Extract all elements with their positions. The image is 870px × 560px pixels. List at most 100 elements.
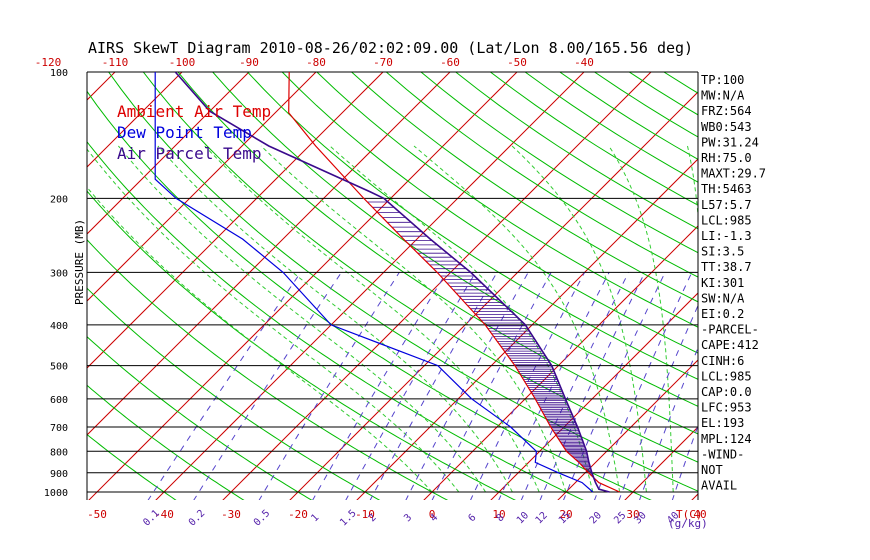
mixing-ratio-line <box>498 272 610 500</box>
top-temperature-tick-labels: -120 -110 -100 -90 -80 -70 -60 -50 -40 <box>35 56 594 69</box>
isotherm-line <box>155 72 585 500</box>
pressure-tick-label: 900 <box>50 469 68 480</box>
pressure-tick-label: 400 <box>50 321 68 332</box>
moist-adiabat-line <box>608 145 674 492</box>
mixing-ratio-line <box>470 272 586 500</box>
stability-index-item: NOT <box>701 463 723 477</box>
isotherm-line <box>490 292 698 500</box>
stability-index-item: AVAIL <box>701 479 737 493</box>
dry-adiabat-line <box>87 190 516 500</box>
dry-adiabat-line <box>454 72 698 230</box>
mixing-ratio-line <box>618 304 698 500</box>
mixing-ratio-line <box>147 272 302 500</box>
profile-series <box>154 72 620 493</box>
bottom-temperature-tick-label: -40 <box>154 508 174 521</box>
top-temperature-tick-label: -40 <box>574 56 594 69</box>
dry-adiabat-line <box>246 72 698 380</box>
bottom-temperature-tick-label: 0 <box>429 508 436 521</box>
stability-index-item: L57:5.7 <box>701 198 752 212</box>
mixing-ratio-line <box>369 272 498 500</box>
mixing-ratio-line <box>539 272 646 500</box>
stability-index-item: LCL:985 <box>701 213 752 227</box>
top-temperature-tick-label: -70 <box>373 56 393 69</box>
stability-index-item: MPL:124 <box>701 432 752 446</box>
stability-index-item: -WIND- <box>701 447 744 461</box>
stability-index-item: TH:5463 <box>701 182 752 196</box>
pressure-tick-label: 500 <box>50 362 68 373</box>
dry-adiabat-line <box>281 72 698 354</box>
isotherm-line <box>87 72 183 168</box>
bottom-temperature-tick-labels: -50 -40 -30 -20 -10 0 10 20 30 40 <box>87 508 707 521</box>
mixing-ratio-line <box>563 272 666 500</box>
pressure-tick-label: 200 <box>50 194 68 205</box>
bottom-temperature-tick-label: -10 <box>355 508 375 521</box>
legend-ambient-air-temp: Ambient Air Temp <box>117 102 271 121</box>
dry-adiabat-line <box>385 72 698 278</box>
bottom-temperature-tick-label: 40 <box>693 508 706 521</box>
dry-adiabat-line <box>87 141 584 500</box>
chart-title: AIRS SkewT Diagram 2010-08-26/02:02:09.0… <box>88 39 693 57</box>
dry-adiabat-line <box>87 239 449 500</box>
top-temperature-tick-label: -80 <box>306 56 326 69</box>
mixing-ratio-line <box>520 272 630 500</box>
isotherm-line <box>758 53 870 501</box>
mixing-ratio-line <box>431 272 552 500</box>
stability-index-item: CAP:0.0 <box>701 385 752 399</box>
isotherm-line <box>423 225 698 500</box>
stability-index-item: EI:0.2 <box>701 307 744 321</box>
stability-index-item: SI:3.5 <box>701 245 744 259</box>
moist-adiabat-line <box>157 145 513 493</box>
temperature-unit-label: T(C) <box>676 508 703 521</box>
isobar-lines <box>86 71 699 500</box>
bottom-temperature-tick-label: -20 <box>288 508 308 521</box>
moist-adiabat-line <box>87 186 433 493</box>
dry-adiabat-lines <box>87 72 698 500</box>
stability-index-item: LI:-1.3 <box>701 229 752 243</box>
mixing-ratio-line <box>671 424 698 500</box>
isotherm-line <box>87 72 317 302</box>
stability-index-item: KI:301 <box>701 276 744 290</box>
stability-index-item: FRZ:564 <box>701 104 752 118</box>
top-temperature-tick-label: -50 <box>507 56 527 69</box>
legend-air-parcel-temp: Air Parcel Temp <box>117 144 262 163</box>
bottom-temperature-tick-label: -30 <box>221 508 241 521</box>
stability-index-item: EL:193 <box>701 416 744 430</box>
cape-hatching <box>367 201 594 477</box>
dry-adiabat-line <box>350 72 698 303</box>
mixing-ratio-tick-label: 12 <box>534 510 550 526</box>
stability-index-item: MW:N/A <box>701 89 745 103</box>
stability-index-item: SW:N/A <box>701 291 745 305</box>
bottom-temperature-tick-label: 10 <box>492 508 505 521</box>
isotherm-line <box>356 158 698 500</box>
isotherm-line <box>557 359 698 500</box>
dry-adiabat-line <box>87 287 381 500</box>
top-temperature-tick-label: -60 <box>440 56 460 69</box>
dry-adiabat-line <box>177 72 698 435</box>
dry-adiabat-line <box>420 72 698 254</box>
dew-point-temp-line <box>154 72 594 493</box>
isotherm-line <box>222 72 652 500</box>
isotherm-line <box>87 72 384 369</box>
stability-index-item: -PARCEL- <box>701 323 759 337</box>
top-temperature-tick-label: -110 <box>102 56 129 69</box>
dry-adiabat-line <box>107 72 698 492</box>
stability-index-item: CINH:6 <box>701 354 744 368</box>
stability-index-item: WB0:543 <box>701 120 752 134</box>
mixing-ratio-line <box>639 346 698 500</box>
mixing-ratio-tick-label: 20 <box>588 510 604 526</box>
dry-adiabat-line <box>87 384 245 500</box>
pressure-tick-label: 700 <box>50 423 68 434</box>
legend: Ambient Air Temp Dew Point Temp Air Parc… <box>117 102 271 163</box>
stability-index-item: TT:38.7 <box>701 260 752 274</box>
dry-adiabat-line <box>87 336 313 500</box>
top-temperature-tick-label: -100 <box>169 56 196 69</box>
stability-index-item: PW:31.24 <box>701 135 759 149</box>
mixing-ratio-line <box>594 272 693 500</box>
stability-index-item: LCL:985 <box>701 369 752 383</box>
moist-adiabat-line <box>260 145 567 493</box>
mixing-ratio-tick-label: 10 <box>515 510 531 526</box>
pressure-tick-label: 1000 <box>44 488 68 499</box>
pressure-tick-labels: 100 200 300 400 500 600 700 800 900 1000 <box>44 68 68 499</box>
pressure-tick-label: 800 <box>50 447 68 458</box>
